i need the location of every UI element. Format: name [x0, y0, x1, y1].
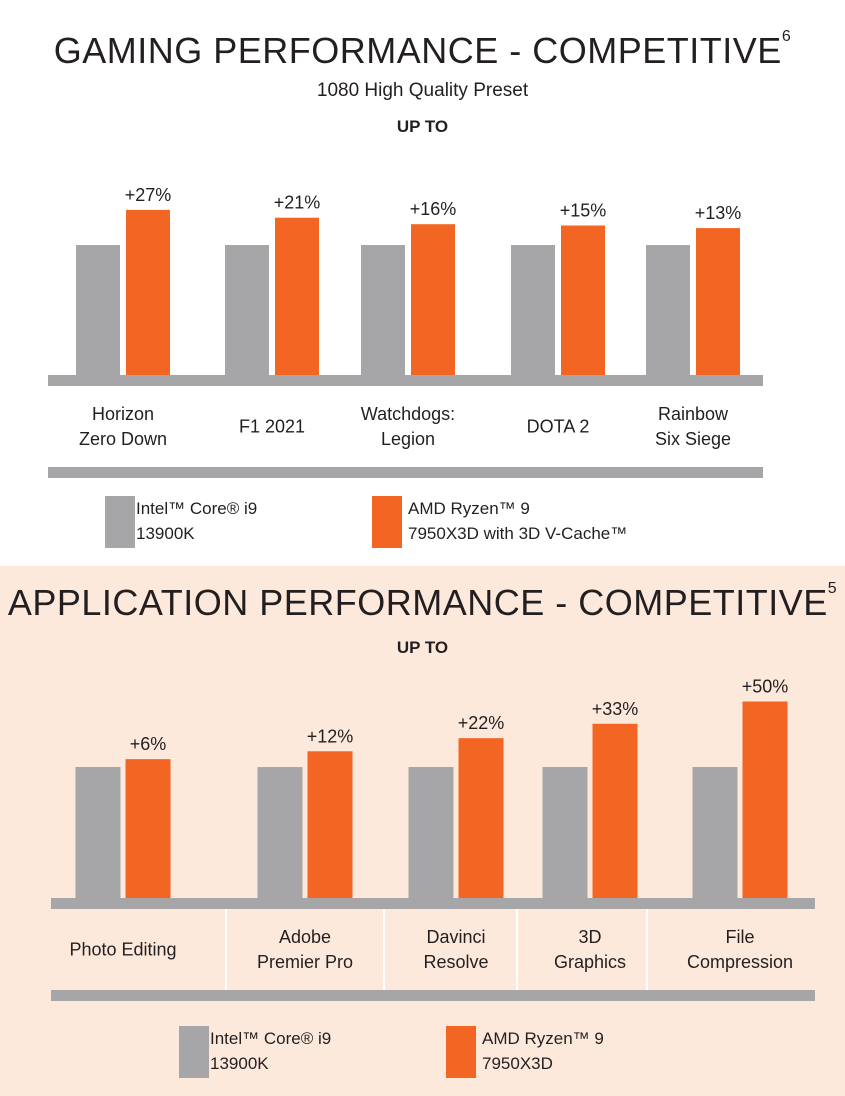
- bar-intel: [511, 245, 555, 375]
- bar-intel: [408, 767, 454, 898]
- bar-intel: [542, 767, 588, 898]
- category-label: File: [725, 927, 754, 947]
- data-label: +15%: [560, 201, 607, 221]
- bar-amd: [592, 723, 638, 898]
- bar-intel: [361, 245, 405, 375]
- legend-amd-line2: 7950X3D: [482, 1054, 553, 1073]
- gaming-bar-chart: +27% Horizon Zero Down +21% F1 2021 +16% Watch…: [48, 185, 763, 478]
- chart-baseline: [48, 375, 763, 386]
- bar-amd: [742, 701, 788, 898]
- category-label: Legion: [381, 429, 435, 449]
- bar-amd: [307, 751, 353, 898]
- bar-intel: [257, 767, 303, 898]
- category-label: Premier Pro: [257, 952, 353, 972]
- legend-amd-swatch: [446, 1026, 476, 1078]
- application-performance-section: APPLICATION PERFORMANCE - COMPETITIVE5 U…: [0, 566, 845, 1096]
- data-label: +22%: [458, 713, 505, 733]
- category-label: Davinci: [426, 927, 485, 947]
- category-label: Six Siege: [655, 429, 731, 449]
- bar-amd: [696, 228, 740, 375]
- data-label: +6%: [130, 734, 167, 754]
- legend-intel-swatch: [179, 1026, 209, 1078]
- category-label: Rainbow: [658, 404, 729, 424]
- apps-title-text: APPLICATION PERFORMANCE - COMPETITIVE: [7, 582, 828, 623]
- gaming-performance-section: GAMING PERFORMANCE - COMPETITIVE6 1080 H…: [0, 28, 845, 548]
- bar-intel: [692, 767, 738, 898]
- data-label: +12%: [307, 726, 354, 746]
- category-label: 3D: [578, 927, 601, 947]
- legend-amd-line2: 7950X3D with 3D V-Cache™: [408, 524, 628, 543]
- chart-baseline: [51, 898, 815, 909]
- category-label: Adobe: [279, 927, 331, 947]
- legend-intel-line2: 13900K: [210, 1054, 269, 1073]
- bar-intel: [646, 245, 690, 375]
- data-label: +13%: [695, 203, 742, 223]
- gaming-title-footnote: 6: [781, 28, 792, 45]
- category-label: Watchdogs:: [361, 404, 455, 424]
- legend-intel-line1: Intel™ Core® i9: [210, 1029, 332, 1048]
- category-label: DOTA 2: [527, 417, 590, 437]
- category-label: Zero Down: [79, 429, 167, 449]
- data-label: +16%: [410, 199, 457, 219]
- bar-amd: [126, 209, 170, 375]
- data-label: +21%: [274, 193, 321, 213]
- bar-amd: [125, 759, 171, 898]
- gaming-up-to-label: UP TO: [396, 117, 449, 136]
- bar-amd: [275, 217, 319, 375]
- bar-amd: [458, 738, 504, 898]
- legend-amd-label: AMD Ryzen™ 9 7950X3D with 3D V-Cache™: [408, 496, 627, 546]
- legend-amd-swatch: [372, 496, 402, 548]
- data-label: +27%: [125, 185, 172, 205]
- legend-amd-line1: AMD Ryzen™ 9: [408, 499, 530, 518]
- gaming-title-text: GAMING PERFORMANCE - COMPETITIVE: [53, 30, 782, 71]
- bar-intel: [225, 245, 269, 375]
- category-label: Horizon: [92, 404, 154, 424]
- data-label: +50%: [742, 677, 789, 697]
- category-label: Graphics: [554, 952, 626, 972]
- apps-title-footnote: 5: [827, 580, 838, 597]
- apps-up-to-label: UP TO: [396, 638, 449, 657]
- category-label: F1 2021: [239, 417, 305, 437]
- legend-intel-swatch: [105, 496, 135, 548]
- legend-intel-line2: 13900K: [136, 524, 195, 543]
- category-label: Compression: [687, 952, 793, 972]
- legend-intel-label: Intel™ Core® i9 13900K: [210, 1026, 331, 1076]
- bar-intel: [75, 767, 121, 898]
- legend-intel-label: Intel™ Core® i9 13900K: [136, 496, 257, 546]
- bar-amd: [411, 224, 455, 375]
- gaming-subtitle: 1080 High Quality Preset: [316, 80, 529, 101]
- apps-title: APPLICATION PERFORMANCE - COMPETITIVE5: [0, 580, 845, 624]
- chart-bottom-divider: [51, 990, 815, 1001]
- bar-amd: [561, 225, 605, 375]
- legend-amd-label: AMD Ryzen™ 9 7950X3D: [482, 1026, 604, 1076]
- bar-intel: [76, 245, 120, 375]
- gaming-title: GAMING PERFORMANCE - COMPETITIVE6: [0, 28, 845, 72]
- legend-intel-line1: Intel™ Core® i9: [136, 499, 258, 518]
- category-label: Photo Editing: [69, 940, 176, 960]
- category-label: Resolve: [423, 952, 488, 972]
- legend-amd-line1: AMD Ryzen™ 9: [482, 1029, 604, 1048]
- apps-bar-chart: +6% Photo Editing +12% Adobe Premier Pro +22%…: [51, 677, 815, 1001]
- data-label: +33%: [592, 699, 639, 719]
- chart-bottom-divider: [48, 467, 763, 478]
